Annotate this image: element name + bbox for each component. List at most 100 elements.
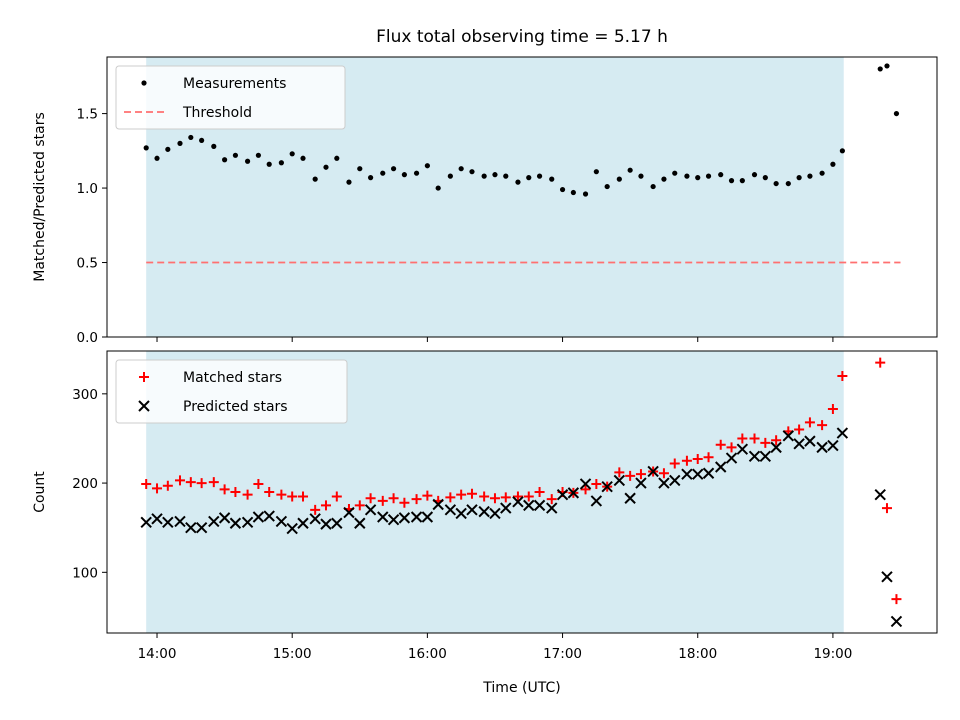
measurements-point <box>458 166 464 172</box>
matched-stars-point <box>331 491 342 502</box>
predicted-stars-point <box>410 511 423 523</box>
matched-stars-point <box>875 357 886 368</box>
measurements-point <box>278 160 284 166</box>
predicted-stars-point <box>343 506 355 519</box>
measurements-point <box>380 170 386 176</box>
measurements-point <box>661 176 667 182</box>
legend-measurements-swatch <box>141 80 147 86</box>
predicted-stars-point <box>736 443 749 455</box>
matched-stars-point <box>726 442 737 453</box>
measurements-point <box>413 170 420 176</box>
matched-stars-point <box>737 433 748 444</box>
matched-stars-point <box>891 594 902 605</box>
matched-stars-point <box>625 470 636 481</box>
predicted-stars-point <box>770 441 782 454</box>
predicted-stars-point <box>567 487 580 499</box>
legend-label: Measurements <box>183 76 286 92</box>
predicted-stars-point <box>836 427 849 439</box>
axes-frame <box>106 56 938 338</box>
predicted-stars-point <box>377 511 389 523</box>
matched-stars-point <box>546 494 557 505</box>
measurements-point <box>255 152 262 158</box>
matched-stars-point <box>399 497 410 508</box>
measurements-point <box>830 161 836 167</box>
predicted-stars-point <box>444 504 457 516</box>
measurements-point <box>695 175 701 181</box>
matched-stars-point <box>141 478 152 489</box>
matched-stars-point <box>456 489 467 500</box>
predicted-stars-point <box>432 498 444 511</box>
legend-box <box>115 65 346 130</box>
measurements-point <box>143 145 149 151</box>
predicted-stars-point <box>421 511 434 523</box>
measurements-point <box>401 172 407 178</box>
matched-stars-point <box>264 487 275 497</box>
measurements-point <box>334 155 340 161</box>
predicted-stars-point <box>681 468 693 480</box>
predicted-stars-point <box>466 504 478 516</box>
legend-label: Predicted stars <box>183 399 288 415</box>
matched-stars-point <box>310 504 321 515</box>
matched-stars-point <box>230 487 241 497</box>
predicted-stars-point <box>748 450 761 463</box>
measurements-point <box>222 157 228 163</box>
measurements-point <box>536 173 543 179</box>
predicted-stars-point <box>702 467 715 479</box>
predicted-stars-point <box>715 461 727 473</box>
matched-stars-point <box>692 453 703 464</box>
matched-stars-point <box>534 487 545 497</box>
measurements-point <box>424 163 430 169</box>
matched-stars-point <box>715 439 726 450</box>
measurements-point <box>728 178 735 184</box>
legend-label: Matched stars <box>183 370 282 386</box>
predicted-stars-point <box>759 450 772 463</box>
measurements-point <box>638 173 644 179</box>
measurements-point <box>323 164 329 170</box>
measurements-point <box>154 155 160 161</box>
predicted-stars-point <box>174 515 186 528</box>
predicted-stars-point <box>455 507 467 520</box>
predicted-stars-point <box>364 504 377 516</box>
measurements-point <box>570 189 576 196</box>
predicted-stars-point <box>579 478 592 490</box>
x-tick-label: 19:00 <box>813 646 852 662</box>
matched-stars-point <box>881 503 892 514</box>
measurements-point <box>807 173 813 179</box>
predicted-stars-point <box>275 515 288 528</box>
predicted-stars-point <box>816 441 828 454</box>
measurements-point <box>718 172 724 178</box>
predicted-stars-point <box>297 517 309 529</box>
matched-stars-point <box>760 437 771 448</box>
matched-stars-point <box>320 500 331 511</box>
matched-stars-point <box>817 420 828 431</box>
measurements-point <box>469 169 475 175</box>
predicted-stars-point <box>398 512 411 524</box>
measurements-point <box>593 169 599 175</box>
predicted-stars-point <box>478 505 490 518</box>
measurements-point <box>447 173 453 179</box>
predicted-stars-point <box>263 510 275 522</box>
axes-frame <box>106 350 938 634</box>
measurements-point <box>199 137 205 144</box>
matched-stars-point <box>591 478 602 489</box>
measurements-point <box>492 172 498 178</box>
predicted-stars-point <box>229 517 242 529</box>
matched-stars-point <box>276 489 287 500</box>
measurements-point <box>582 191 589 197</box>
predicted-stars-point <box>151 513 163 525</box>
measurements-point <box>751 172 758 178</box>
predicted-stars-point <box>874 488 886 501</box>
legend-label: Threshold <box>182 105 252 121</box>
x-tick-label: 18:00 <box>678 646 717 662</box>
predicted-stars-point <box>140 516 152 529</box>
y-axis-label: Matched/Predicted stars <box>32 112 48 282</box>
predicted-stars-point <box>692 468 704 480</box>
matched-stars-point <box>388 493 399 504</box>
x-tick-label: 17:00 <box>543 646 582 662</box>
y-axis-label: Count <box>32 471 48 513</box>
predicted-stars-point <box>793 438 805 450</box>
predicted-stars-point <box>624 492 636 504</box>
matched-stars-point <box>804 417 815 428</box>
predicted-stars-point <box>725 452 738 464</box>
